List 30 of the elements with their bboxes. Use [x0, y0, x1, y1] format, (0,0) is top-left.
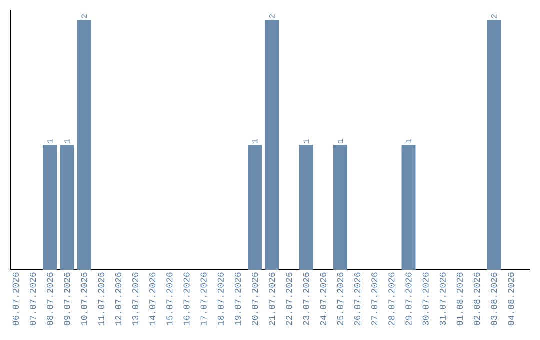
x-tick-label: 19.07.2026 — [234, 272, 242, 326]
x-tick-label: 13.07.2026 — [132, 272, 139, 326]
x-tick-label: 29.07.2026 — [406, 272, 412, 326]
x-tick-label: 24.07.2026 — [320, 272, 326, 326]
x-tick-label: 30.07.2026 — [422, 272, 429, 326]
x-tick-label: 15.07.2026 — [166, 272, 173, 326]
x-tick-label: 11.07.2026 — [98, 272, 104, 326]
x-tick-label: 17.07.2026 — [200, 272, 207, 326]
x-tick-label: 07.07.2026 — [30, 272, 36, 326]
x-tick-label: 31.07.2026 — [440, 272, 446, 326]
x-tick-label: 12.07.2026 — [115, 272, 122, 326]
x-tick-label: 28.07.2026 — [388, 272, 395, 326]
x-tick-label: 08.07.2026 — [47, 272, 54, 326]
x-tick-label: 14.07.2026 — [150, 272, 156, 326]
x-tick-label: 27.07.2026 — [372, 272, 378, 326]
x-tick-label: 03.08.2026 — [491, 272, 498, 326]
x-tick-label: 21.07.2026 — [269, 272, 276, 326]
x-tick-label: 04.08.2026 — [508, 272, 514, 326]
x-tick-label: 22.07.2026 — [286, 272, 292, 326]
x-tick-label: 16.07.2026 — [184, 272, 190, 326]
x-tick-label: 10.07.2026 — [81, 272, 88, 326]
x-tick-label: 18.07.2026 — [218, 272, 224, 326]
x-tick-label: 06.07.2026 — [12, 272, 20, 326]
x-tick-label: 23.07.2026 — [303, 272, 310, 326]
x-tick-label: 20.07.2026 — [252, 272, 258, 326]
x-tick-label: 26.07.2026 — [354, 272, 361, 326]
x-tick-label: 02.08.2026 — [474, 272, 480, 326]
x-tick-label: 25.07.2026 — [337, 272, 344, 326]
x-tick-label: 09.07.2026 — [64, 272, 70, 326]
x-tick-label: 01.08.2026 — [456, 272, 464, 326]
